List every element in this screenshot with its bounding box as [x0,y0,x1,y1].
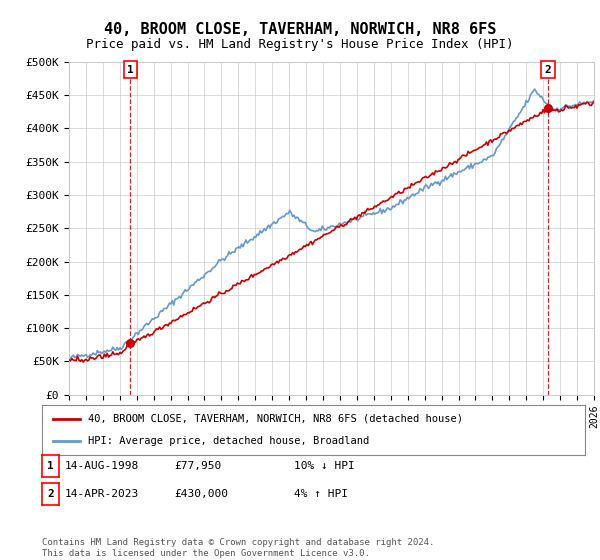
Text: HPI: Average price, detached house, Broadland: HPI: Average price, detached house, Broa… [88,436,370,446]
Text: 10% ↓ HPI: 10% ↓ HPI [294,461,355,471]
Text: 1: 1 [127,64,134,74]
Text: 14-AUG-1998: 14-AUG-1998 [65,461,139,471]
Text: 2: 2 [545,64,551,74]
Text: 40, BROOM CLOSE, TAVERHAM, NORWICH, NR8 6FS (detached house): 40, BROOM CLOSE, TAVERHAM, NORWICH, NR8 … [88,414,463,424]
Text: £77,950: £77,950 [174,461,221,471]
Text: 2: 2 [47,489,54,499]
Text: £430,000: £430,000 [174,489,228,499]
Text: 4% ↑ HPI: 4% ↑ HPI [294,489,348,499]
Text: 40, BROOM CLOSE, TAVERHAM, NORWICH, NR8 6FS: 40, BROOM CLOSE, TAVERHAM, NORWICH, NR8 … [104,22,496,38]
Text: 14-APR-2023: 14-APR-2023 [65,489,139,499]
Text: Contains HM Land Registry data © Crown copyright and database right 2024.
This d: Contains HM Land Registry data © Crown c… [42,538,434,558]
Text: Price paid vs. HM Land Registry's House Price Index (HPI): Price paid vs. HM Land Registry's House … [86,38,514,50]
Text: 1: 1 [47,461,54,471]
